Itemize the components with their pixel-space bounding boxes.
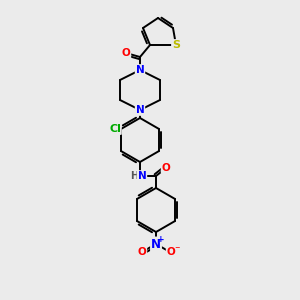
Text: ⁻: ⁻ <box>174 245 180 255</box>
Text: N: N <box>136 105 144 115</box>
Text: O: O <box>122 48 130 58</box>
Text: O: O <box>167 247 176 257</box>
Text: O: O <box>162 163 170 173</box>
Text: +: + <box>157 236 165 244</box>
Text: H: H <box>130 171 138 181</box>
Text: N: N <box>136 65 144 75</box>
Text: Cl: Cl <box>109 124 121 134</box>
Text: N: N <box>151 238 161 250</box>
Text: O: O <box>138 247 146 257</box>
Text: N: N <box>138 171 146 181</box>
Text: S: S <box>172 40 180 50</box>
